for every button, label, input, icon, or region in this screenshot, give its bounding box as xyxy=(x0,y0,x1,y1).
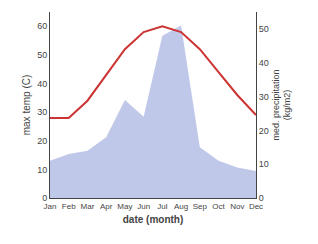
svg-text:20: 20 xyxy=(37,136,47,146)
svg-text:Feb: Feb xyxy=(62,202,76,211)
svg-text:0: 0 xyxy=(259,193,264,203)
svg-text:max temp (C): max temp (C) xyxy=(21,75,32,136)
svg-text:Jun: Jun xyxy=(137,202,150,211)
svg-text:0: 0 xyxy=(42,193,47,203)
svg-text:30: 30 xyxy=(259,92,269,102)
svg-text:Dec: Dec xyxy=(249,202,263,211)
svg-text:50: 50 xyxy=(37,50,47,60)
svg-text:30: 30 xyxy=(37,107,47,117)
svg-text:Jan: Jan xyxy=(44,202,57,211)
svg-text:40: 40 xyxy=(37,79,47,89)
svg-text:50: 50 xyxy=(259,24,269,34)
svg-text:Nov: Nov xyxy=(230,202,244,211)
svg-text:Apr: Apr xyxy=(100,202,113,211)
svg-text:10: 10 xyxy=(259,159,269,169)
svg-text:Mar: Mar xyxy=(81,202,95,211)
svg-text:date (month): date (month) xyxy=(123,214,184,225)
svg-text:Sep: Sep xyxy=(193,202,208,211)
svg-text:20: 20 xyxy=(259,126,269,136)
svg-text:Oct: Oct xyxy=(212,202,225,211)
svg-text:med. precipitation(kg/m2): med. precipitation(kg/m2) xyxy=(271,69,293,140)
svg-text:May: May xyxy=(117,202,132,211)
svg-text:Jul: Jul xyxy=(157,202,167,211)
svg-text:10: 10 xyxy=(37,165,47,175)
svg-text:60: 60 xyxy=(37,21,47,31)
svg-text:40: 40 xyxy=(259,58,269,68)
svg-text:Aug: Aug xyxy=(174,202,188,211)
